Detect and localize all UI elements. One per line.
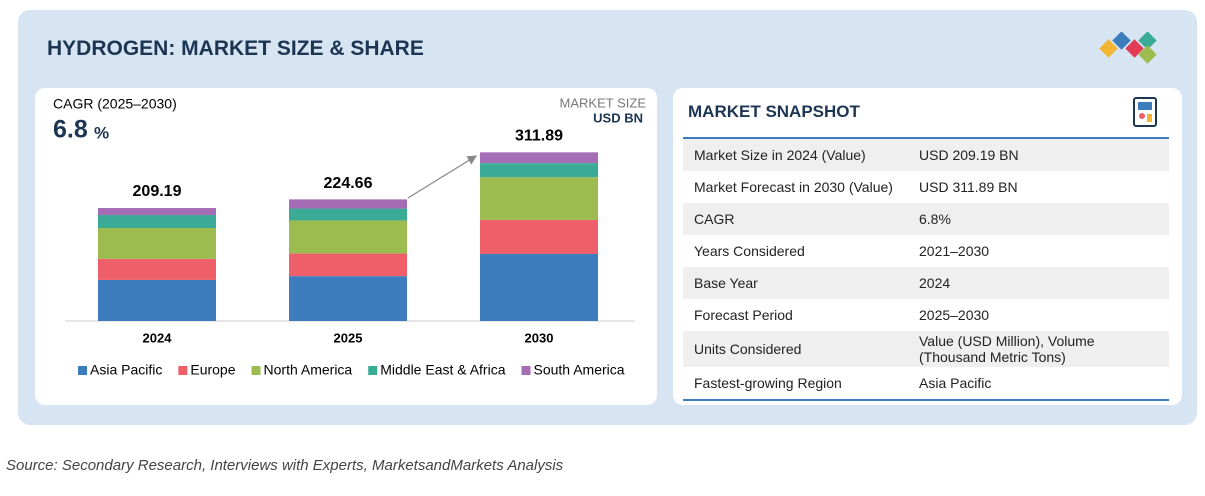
row-label: Base Year (694, 275, 758, 291)
total-label: 311.89 (515, 128, 563, 145)
growth-arrow (407, 155, 478, 199)
cagr-value: 6.8 (53, 116, 88, 144)
bar-segment (480, 152, 598, 164)
row-label: Market Size in 2024 (Value) (694, 147, 866, 163)
row-value: Asia Pacific (919, 375, 992, 391)
bar-segment (98, 208, 216, 216)
bar-segment (289, 276, 407, 321)
bar-segment (289, 208, 407, 221)
unit-label: MARKET SIZE (560, 95, 647, 110)
total-label: 224.66 (324, 175, 373, 192)
row-bg (683, 331, 1169, 367)
legend-label: Middle East & Africa (380, 362, 505, 378)
bar-segment (289, 199, 407, 209)
total-label: 209.19 (133, 183, 182, 200)
row-value: 2025–2030 (919, 307, 990, 323)
legend-label: Europe (190, 362, 235, 378)
snapshot-icon (1133, 97, 1157, 127)
row-bg (683, 139, 1169, 171)
legend-swatch (521, 366, 531, 375)
x-tick-label: 2030 (525, 330, 554, 345)
row-bg (683, 203, 1169, 235)
cagr-label: CAGR (2025–2030) (53, 96, 177, 112)
x-tick-label: 2025 (334, 330, 363, 345)
cagr-unit: % (94, 123, 109, 142)
chart: CAGR (2025–2030) 6.8 % MARKET SIZE USD B… (53, 95, 647, 378)
bar-segment (480, 177, 598, 220)
row-value: USD 209.19 BN (919, 147, 1019, 163)
unit: USD BN (593, 110, 643, 125)
row-value: 2024 (919, 275, 951, 291)
x-tick-label: 2024 (143, 330, 173, 345)
table-rule (683, 137, 1169, 139)
table-rule (683, 399, 1169, 401)
bar-segment (480, 163, 598, 178)
row-label: Units Considered (694, 341, 802, 357)
row-value: 6.8% (919, 211, 951, 227)
row-label: Fastest-growing Region (694, 375, 842, 391)
bar-segment (289, 253, 407, 277)
bar-segment (480, 253, 598, 321)
legend-swatch (178, 366, 188, 375)
row-value: Value (USD Million), Volume (Thousand Me… (919, 333, 1095, 365)
bar-segment (98, 215, 216, 229)
legend-label: South America (534, 362, 625, 378)
legend-swatch (251, 366, 261, 375)
row-label: Market Forecast in 2030 (Value) (694, 179, 893, 195)
legend-swatch (368, 366, 378, 375)
legend-label: North America (264, 362, 353, 378)
title: HYDROGEN: MARKET SIZE & SHARE (47, 37, 424, 60)
legend-swatch (78, 366, 87, 375)
row-bg (683, 267, 1169, 299)
bar-segment (480, 219, 598, 254)
row-label: Years Considered (694, 243, 805, 259)
bar-segment (98, 228, 216, 259)
bar-segment (289, 220, 407, 254)
legend-label: Asia Pacific (90, 362, 162, 378)
row-label: Forecast Period (694, 307, 793, 323)
row-value: USD 311.89 BN (919, 179, 1018, 195)
bar-segment (98, 258, 216, 280)
snapshot-title: MARKET SNAPSHOT (688, 102, 860, 121)
logo (1099, 32, 1157, 64)
row-value: 2021–2030 (919, 243, 990, 259)
source: Source: Secondary Research, Interviews w… (6, 457, 564, 474)
bar-segment (98, 279, 216, 321)
row-label: CAGR (694, 211, 735, 227)
